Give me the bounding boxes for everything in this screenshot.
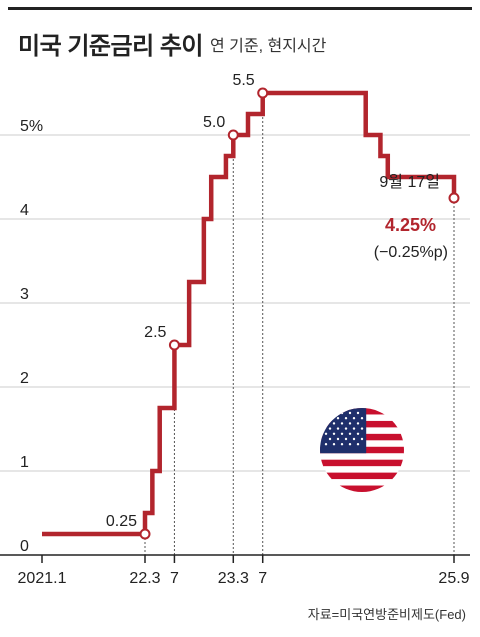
x-tick-label: 22.3 <box>129 570 160 587</box>
label-layer: 0 1 2 3 4 5% 2021.1 22.3 7 23.3 7 25.9 0.25 2.5 5.0 5.5… <box>18 72 470 587</box>
x-tick-label: 7 <box>170 570 179 587</box>
chart-title: 미국 기준금리 추이 <box>18 33 203 60</box>
chart-header: 미국 기준금리 추이 연 기준, 현지시간 <box>0 0 480 70</box>
line-layer <box>42 90 457 537</box>
marker-label: 2.5 <box>144 324 166 341</box>
x-tick-label: 2021.1 <box>18 570 67 587</box>
callout-date: 9월 17일 <box>379 173 440 191</box>
y-tick-label: 3 <box>20 286 29 303</box>
source-note: 자료=미국연방준비제도(Fed) <box>307 607 466 622</box>
rate-marker <box>168 339 180 351</box>
rate-marker <box>448 192 460 204</box>
marker-label: 5.5 <box>232 72 254 89</box>
y-tick-label: 5% <box>20 118 43 135</box>
callout-value: 4.25% <box>385 215 436 235</box>
marker-label: 0.25 <box>106 513 137 530</box>
marker-label: 5.0 <box>203 114 225 131</box>
y-tick-label: 0 <box>20 538 29 555</box>
callout-change: (−0.25%p) <box>374 244 448 261</box>
x-tick-label: 25.9 <box>438 570 469 587</box>
us-flag-icon <box>320 408 404 492</box>
top-rule <box>8 7 472 10</box>
rate-series-line <box>42 90 457 537</box>
chart-subtitle: 연 기준, 현지시간 <box>210 38 327 55</box>
rate-marker <box>139 528 151 540</box>
guide-layer <box>144 93 455 555</box>
rate-marker <box>257 87 269 99</box>
y-tick-label: 2 <box>20 370 29 387</box>
y-tick-label: 1 <box>20 454 29 471</box>
x-tick-label: 7 <box>258 570 267 587</box>
rate-marker <box>227 129 239 141</box>
y-tick-label: 4 <box>20 202 29 219</box>
axis-layer <box>0 554 470 563</box>
x-tick-label: 23.3 <box>218 570 249 587</box>
marker-layer <box>139 87 460 540</box>
